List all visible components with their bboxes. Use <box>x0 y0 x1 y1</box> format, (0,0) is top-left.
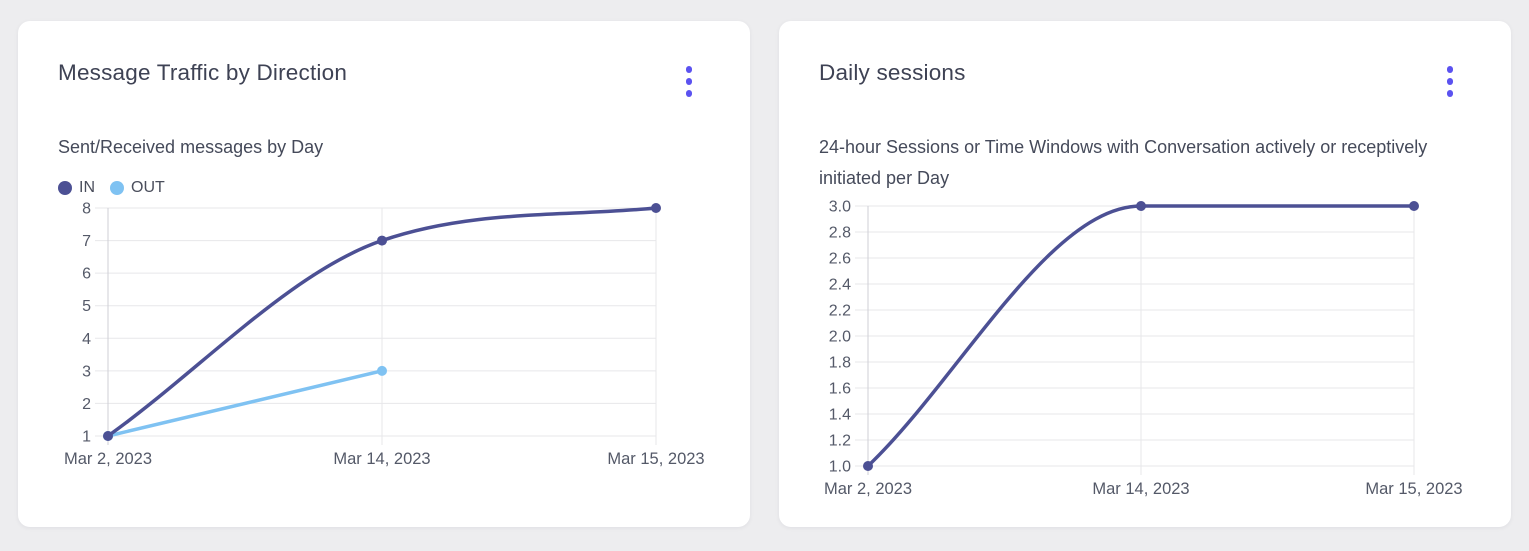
data-point[interactable] <box>103 430 113 441</box>
x-tick-label: Mar 15, 2023 <box>1365 480 1462 498</box>
card-message-traffic: Message Traffic by Direction Sent/Receiv… <box>18 21 750 527</box>
y-tick-label: 3.0 <box>829 198 851 215</box>
card-menu-button[interactable] <box>680 61 699 102</box>
legend-item-out[interactable]: OUT <box>110 179 165 197</box>
y-tick-label: 4 <box>82 330 91 347</box>
legend-label: IN <box>79 178 95 196</box>
y-tick-label: 2.4 <box>829 276 851 293</box>
y-tick-label: 1.8 <box>829 354 851 371</box>
data-point[interactable] <box>651 202 661 213</box>
y-tick-label: 5 <box>82 298 91 315</box>
kebab-menu-icon <box>685 90 692 97</box>
card-subtitle: 24-hour Sessions or Time Windows with Co… <box>819 136 1428 188</box>
y-tick-label: 2 <box>82 395 91 412</box>
data-point[interactable] <box>1136 200 1146 211</box>
y-tick-label: 7 <box>82 233 91 250</box>
card-title: Daily sessions <box>819 60 966 85</box>
kebab-menu-icon <box>1446 90 1453 97</box>
y-tick-label: 6 <box>82 265 91 282</box>
card-menu-button[interactable] <box>1441 61 1460 102</box>
data-point[interactable] <box>377 365 387 376</box>
card-daily-sessions: Daily sessions 24-hour Sessions or Time … <box>779 21 1511 527</box>
kebab-menu-icon <box>1446 78 1453 85</box>
legend-dot-icon <box>58 180 72 195</box>
legend-label: OUT <box>131 178 165 196</box>
kebab-menu-icon <box>685 66 692 73</box>
data-point[interactable] <box>863 460 873 471</box>
y-tick-label: 8 <box>82 200 91 217</box>
x-tick-label: Mar 2, 2023 <box>64 450 152 468</box>
data-point[interactable] <box>377 235 387 246</box>
x-tick-label: Mar 15, 2023 <box>607 450 704 468</box>
legend-dot-icon <box>110 180 124 195</box>
data-point[interactable] <box>1409 200 1419 211</box>
kebab-menu-icon <box>685 78 692 85</box>
y-tick-label: 2.2 <box>829 302 851 319</box>
x-tick-label: Mar 14, 2023 <box>333 450 430 468</box>
y-tick-label: 1.4 <box>829 406 851 423</box>
kebab-menu-icon <box>1446 66 1453 73</box>
chart-legend: IN OUT <box>58 178 710 198</box>
card-header: Message Traffic by Direction <box>58 59 710 102</box>
series-line-out <box>106 368 384 438</box>
y-tick-label: 3 <box>82 363 91 380</box>
card-header: Daily sessions <box>819 59 1471 102</box>
y-tick-label: 1 <box>82 428 91 445</box>
card-subtitle: Sent/Received messages by Day <box>58 136 324 157</box>
legend-item-in[interactable]: IN <box>58 179 95 197</box>
x-tick-label: Mar 2, 2023 <box>824 480 912 498</box>
y-tick-label: 1.2 <box>829 432 851 449</box>
y-tick-label: 1.0 <box>829 458 851 475</box>
y-tick-label: 2.0 <box>829 328 851 345</box>
y-tick-label: 2.8 <box>829 224 851 241</box>
x-tick-label: Mar 14, 2023 <box>1092 480 1189 498</box>
series-line-series <box>866 203 1416 468</box>
line-chart-daily-sessions: 1.0 1.2 1.4 1.6 1.8 2.0 2.2 2.4 2.6 2.8 3.0 Mar 2, … <box>824 198 1463 498</box>
card-title: Message Traffic by Direction <box>58 60 348 85</box>
line-chart-message-traffic: 1 2 3 4 5 6 7 8 Mar 2, 2023 Mar 14, 2023 Mar 15, 2… <box>64 200 705 468</box>
y-tick-label: 2.6 <box>829 250 851 267</box>
y-tick-label: 1.6 <box>829 380 851 397</box>
